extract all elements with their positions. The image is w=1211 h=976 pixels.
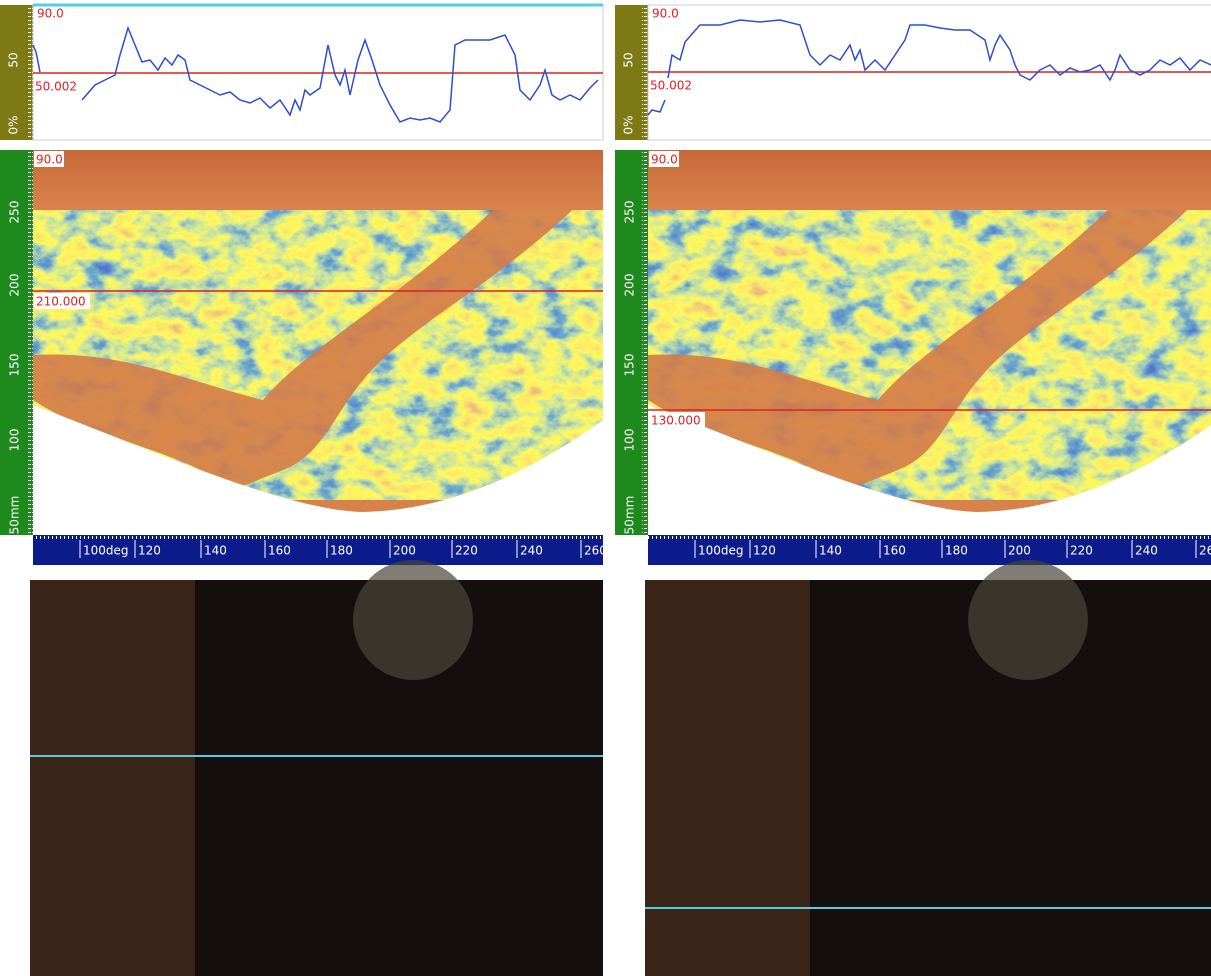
specimen-photo (30, 560, 603, 976)
x-axis-label: 240 (520, 544, 543, 558)
strip-top-label: 90.0 (652, 7, 679, 21)
strip-ruler (27, 5, 33, 140)
cscan-top-label: 90.0 (651, 153, 678, 167)
x-axis-label: 100deg (698, 544, 744, 558)
strip-axis-label: 0% (622, 115, 636, 134)
x-axis-label: 220 (1070, 544, 1093, 558)
x-axis-label: 200 (1008, 544, 1031, 558)
scan-panel: 90.0 50.002 50 0% 90.0 210.000 250 200 150 100 50m… (0, 3, 607, 976)
cscan-y-label: 200 (623, 274, 637, 297)
cscan-image (33, 150, 603, 535)
cscan-channel (648, 190, 1208, 490)
strip-top-label: 90.0 (37, 7, 64, 21)
cscan-top-label-box (34, 151, 64, 167)
cscan-top-label-box (649, 151, 679, 167)
x-axis-ruler (648, 535, 1211, 540)
cscan-cursor-label-box (649, 412, 705, 428)
cscan-y-label: 250 (623, 201, 637, 224)
cscan-y-label: 50mm (8, 496, 22, 535)
cscan-backwall (648, 405, 1211, 535)
cscan-top (33, 150, 603, 210)
cscan-y-label: 50mm (623, 496, 637, 535)
cscan-y-label: 250 (8, 201, 22, 224)
cscan-y-label: 100 (8, 429, 22, 452)
strip-trace (667, 19, 1211, 82)
x-axis-label: 220 (455, 544, 478, 558)
cscan-ruler (27, 150, 33, 535)
cscan-top (648, 150, 1211, 210)
x-axis-label: 160 (883, 544, 906, 558)
x-axis-label: 140 (204, 544, 227, 558)
cscan-cursor-label-box (34, 293, 90, 309)
x-axis-label: 240 (1135, 544, 1158, 558)
cscan-y-label: 150 (623, 354, 637, 377)
strip-axis-label: 0% (7, 115, 21, 134)
x-axis-label: 180 (945, 544, 968, 558)
strip-axis-label: 50 (7, 52, 21, 67)
specimen-photo (645, 560, 1211, 976)
strip-cursor-label: 50.002 (35, 80, 77, 94)
x-axis-label: 100deg (83, 544, 129, 558)
x-axis-label: 140 (819, 544, 842, 558)
x-axis-label: 200 (393, 544, 416, 558)
x-axis-label: 180 (330, 544, 353, 558)
strip-trace (81, 25, 599, 123)
cscan-y-label: 200 (8, 274, 22, 297)
photo-left-bg (30, 580, 195, 976)
cscan-backwall (33, 405, 603, 535)
cscan-image (648, 150, 1211, 535)
cscan-y-label: 100 (623, 429, 637, 452)
cscan-channel (33, 190, 593, 490)
strip-ruler (642, 5, 648, 140)
cscan-cursor-label: 130.000 (651, 414, 701, 428)
cscan-cursor-label: 210.000 (36, 295, 86, 309)
strip-cursor-label: 50.002 (650, 79, 692, 93)
x-axis-label: 160 (268, 544, 291, 558)
strip-trace (647, 99, 666, 116)
x-axis-label: 260 (1199, 544, 1211, 558)
strip-trace (32, 44, 41, 73)
cscan-y-label: 150 (8, 354, 22, 377)
photo-shadow (968, 560, 1088, 680)
cscan-top-label: 90.0 (36, 153, 63, 167)
photo-shadow (353, 560, 473, 680)
cscan-ruler (642, 150, 648, 535)
strip-axis-label: 50 (622, 52, 636, 67)
x-axis-label: 260 (584, 544, 607, 558)
scan-panel: 90.0 50.002 50 0% 90.0 130.000 250 200 150 100 50m… (615, 4, 1211, 976)
x-axis-label: 120 (753, 544, 776, 558)
x-axis-ruler (33, 535, 603, 540)
x-axis-label: 120 (138, 544, 161, 558)
photo-left-bg (645, 580, 810, 976)
